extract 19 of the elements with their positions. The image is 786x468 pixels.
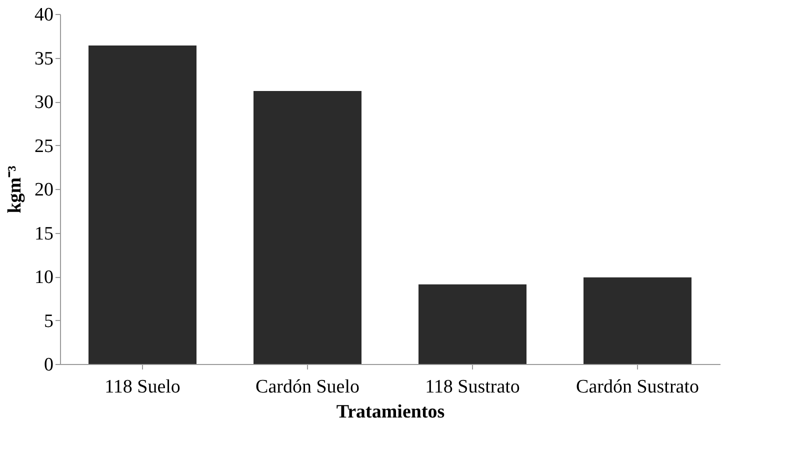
y-axis-title: kgm⁻³ bbox=[4, 165, 26, 214]
y-tick-label: 40 bbox=[34, 4, 54, 26]
bar bbox=[418, 284, 526, 364]
y-tick-label: 0 bbox=[44, 354, 54, 376]
bar bbox=[88, 46, 196, 364]
y-tick-label: 35 bbox=[34, 48, 54, 70]
y-tick-label: 5 bbox=[44, 310, 54, 332]
x-tick-label: Cardón Sustrato bbox=[576, 376, 699, 398]
x-axis-title: Tratamientos bbox=[336, 402, 445, 422]
y-tick-label: 15 bbox=[34, 223, 54, 244]
y-tick-label: 30 bbox=[34, 92, 54, 113]
y-tick-label: 10 bbox=[34, 267, 54, 288]
bar bbox=[584, 277, 692, 364]
y-tick-label: 25 bbox=[34, 136, 54, 157]
x-tick-label: Cardón Suelo bbox=[256, 376, 360, 398]
x-tick-label: 118 Suelo bbox=[104, 376, 180, 398]
bar bbox=[254, 91, 362, 364]
y-tick-label: 20 bbox=[34, 180, 54, 200]
x-tick-label: 118 Sustrato bbox=[425, 376, 520, 398]
